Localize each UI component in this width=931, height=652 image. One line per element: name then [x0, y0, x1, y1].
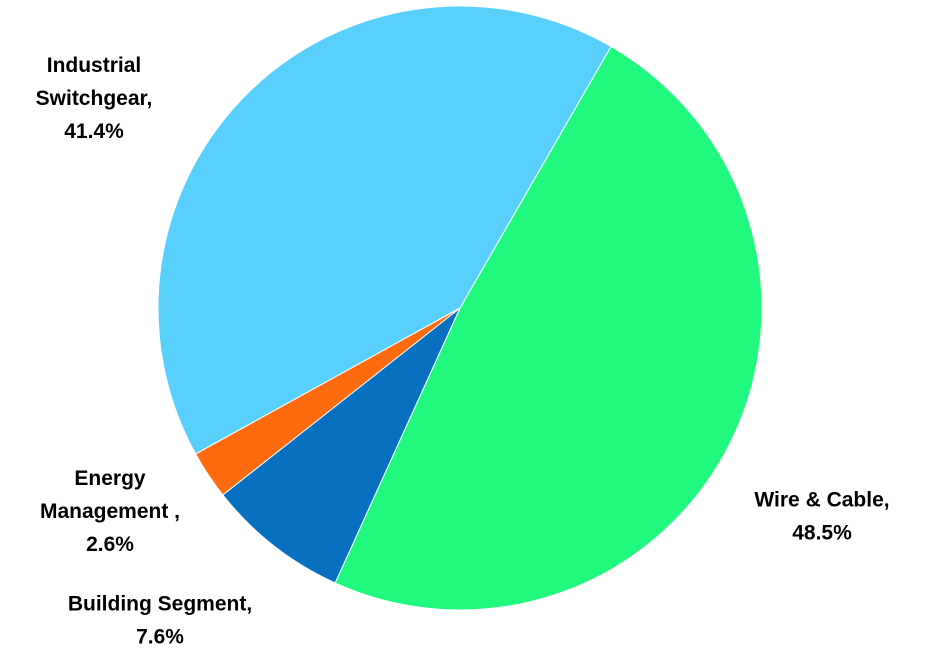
pie-slice-building-segment: [222, 307, 461, 584]
data-label-building-segment: Building Segment, 7.6%: [68, 593, 252, 649]
data-label-line: Switchgear,: [36, 87, 153, 110]
data-label-line: 48.5%: [792, 522, 852, 545]
pie-slice-industrial-switchgear: [157, 5, 612, 455]
pie-data-labels: Wire & Cable, 48.5% Building Segment, 7.6% E…: [36, 54, 890, 649]
data-label-line: 41.4%: [64, 120, 124, 143]
data-label-energy-management: Energy Management , 2.6%: [40, 467, 180, 556]
data-label-line: 2.6%: [86, 533, 134, 556]
data-label-line: Industrial: [47, 54, 142, 77]
pie-slices: [157, 5, 763, 611]
data-label-line: Wire & Cable,: [754, 489, 889, 512]
data-label-line: Energy: [74, 467, 146, 490]
data-label-line: 7.6%: [136, 626, 184, 649]
pie-slice-wire-cable: [334, 45, 763, 611]
data-label-line: Management ,: [40, 500, 180, 523]
data-label-industrial-switchgear: Industrial Switchgear, 41.4%: [36, 54, 153, 143]
data-label-line: Building Segment,: [68, 593, 252, 616]
data-label-wire-cable: Wire & Cable, 48.5%: [754, 489, 889, 545]
